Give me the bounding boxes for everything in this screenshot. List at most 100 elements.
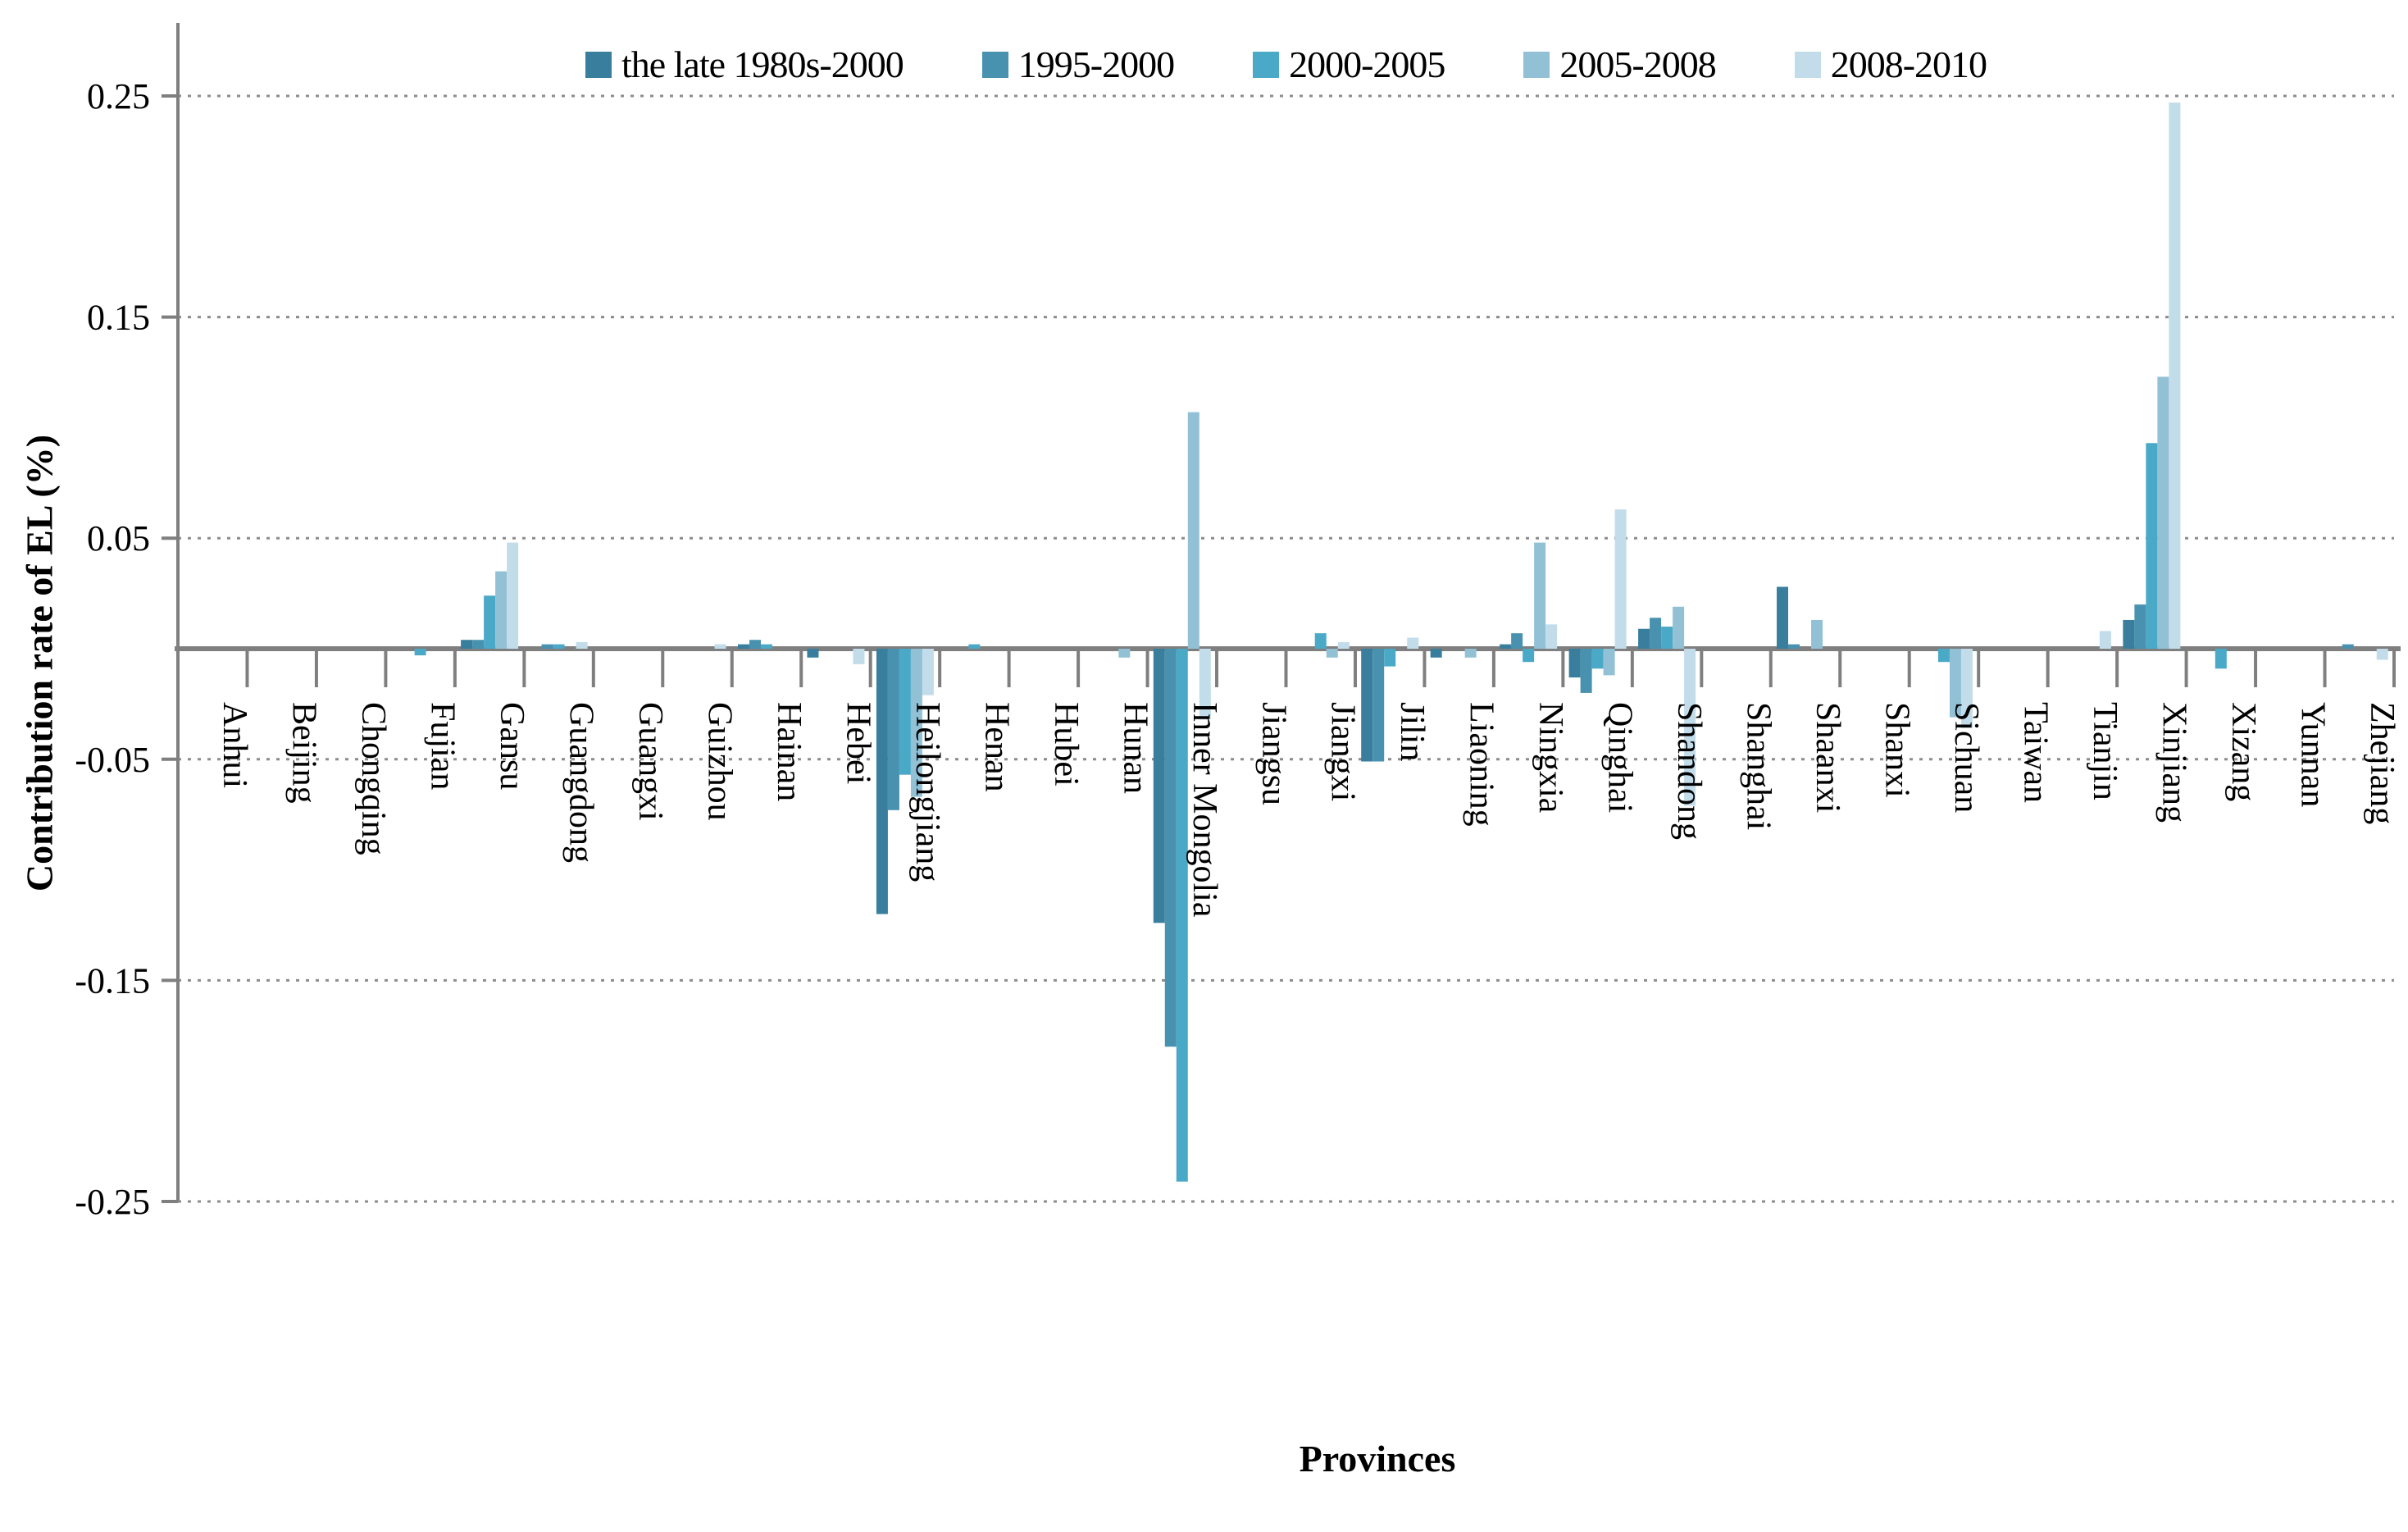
x-category-label: Qinghai <box>1601 702 1639 813</box>
bar <box>1591 649 1604 669</box>
x-category-label: Xinjiang <box>2155 702 2192 823</box>
legend-item: the late 1980s-2000 <box>585 43 904 86</box>
bar <box>899 649 911 775</box>
bar <box>1511 633 1523 649</box>
bar <box>1568 649 1581 678</box>
bar <box>737 644 749 649</box>
x-category-label: Hebei <box>839 702 876 784</box>
bar <box>876 649 888 914</box>
legend: the late 1980s-2000 1995-2000 2000-2005 … <box>178 43 2394 86</box>
bar <box>2169 103 2181 649</box>
bar <box>553 644 565 649</box>
x-category-label: Jilin <box>1393 702 1431 761</box>
bar <box>414 649 426 656</box>
bar-group-fujian <box>414 649 426 656</box>
bar <box>472 640 485 649</box>
x-category-label: Xizang <box>2224 702 2262 801</box>
legend-swatch <box>1794 51 1821 78</box>
y-tick-label: -0.05 <box>75 740 150 780</box>
x-category-label: Chongqing <box>354 702 392 855</box>
bar <box>922 649 934 695</box>
bar-group-shaanxi <box>1777 586 1823 649</box>
bar-group-guangdong <box>541 641 588 649</box>
bar <box>887 649 899 810</box>
x-category-label: Hubei <box>1047 702 1085 787</box>
y-tick-label: 0.15 <box>87 298 150 338</box>
bar <box>1464 649 1477 658</box>
legend-label: 2000-2005 <box>1289 43 1445 85</box>
bar-group-liaoning <box>1430 649 1477 658</box>
bar-group-gansu <box>461 542 519 649</box>
bar-group-shandong <box>1638 606 1696 806</box>
bar-group-xinjiang <box>2123 103 2181 649</box>
bar-group-hunan <box>1118 649 1131 658</box>
bar <box>1777 586 1789 649</box>
bar <box>853 649 865 664</box>
x-category-label: Jiangxi <box>1324 702 1362 801</box>
legend-label: 2008-2010 <box>1830 43 1987 85</box>
x-category-label: Gansu <box>493 702 530 790</box>
x-category-label: Shandong <box>1670 702 1708 840</box>
bar <box>910 649 922 797</box>
x-category-label: Ningxia <box>1532 702 1569 814</box>
bar <box>461 640 473 649</box>
bar <box>541 644 553 649</box>
x-category-label: Tianjin <box>2086 702 2124 800</box>
bar <box>1430 649 1442 658</box>
bar-group-hebei <box>807 649 865 664</box>
bar <box>1580 649 1592 693</box>
bar-group-henan <box>968 644 981 649</box>
bar-group-guizhou <box>714 644 726 649</box>
x-category-label: Yunnan <box>2293 702 2331 807</box>
legend-swatch <box>585 51 612 78</box>
bar <box>1164 649 1177 1047</box>
x-category-label: Guangdong <box>562 702 600 863</box>
bar <box>1187 412 1199 649</box>
legend-swatch <box>981 51 1008 78</box>
bar <box>1614 509 1627 649</box>
bar <box>1361 649 1373 762</box>
bar <box>1153 649 1165 923</box>
bar-group-xizang <box>2215 649 2227 669</box>
bar <box>714 644 726 649</box>
bar <box>2099 631 2111 649</box>
bar <box>1314 633 1327 649</box>
bar <box>1960 649 1973 729</box>
x-category-label: Zhejiang <box>2363 702 2401 824</box>
x-category-label: Beijing <box>285 702 323 804</box>
x-category-label: Jiangsu <box>1254 702 1292 805</box>
bar <box>2157 376 2169 649</box>
bar <box>2215 649 2227 669</box>
bar <box>1337 641 1350 649</box>
x-axis-title: Provinces <box>1299 1438 1456 1480</box>
bar <box>1407 637 1419 649</box>
bar <box>1937 649 1950 663</box>
x-category-label: Fujian <box>424 702 462 790</box>
legend-swatch <box>1253 51 1280 78</box>
bar <box>2376 649 2388 660</box>
bar <box>1500 644 1512 649</box>
bar-group-sichuan <box>1937 649 1973 729</box>
x-category-label: Heilongjiang <box>908 702 946 882</box>
bar-group-jilin <box>1361 637 1419 762</box>
x-category-label: Anhui <box>216 702 253 788</box>
bar <box>760 644 772 649</box>
bar <box>507 542 519 649</box>
bar <box>2342 644 2354 649</box>
legend-label: 1995-2000 <box>1017 43 1175 85</box>
y-tick-label: 0.25 <box>87 76 150 116</box>
bar <box>2146 443 2158 649</box>
legend-item: 1995-2000 <box>981 43 1175 86</box>
bar-group-ningxia <box>1500 542 1558 663</box>
bar <box>1684 649 1696 806</box>
bar-group-qinghai <box>1568 509 1627 693</box>
bar <box>2134 604 2146 649</box>
x-category-label: Sichuan <box>1947 702 1985 813</box>
x-category-label: Guangxi <box>631 702 669 821</box>
legend-item: 2005-2008 <box>1523 43 1717 86</box>
bar <box>1949 649 1961 718</box>
bar <box>576 641 588 649</box>
bar-group-jiangxi <box>1314 633 1350 658</box>
